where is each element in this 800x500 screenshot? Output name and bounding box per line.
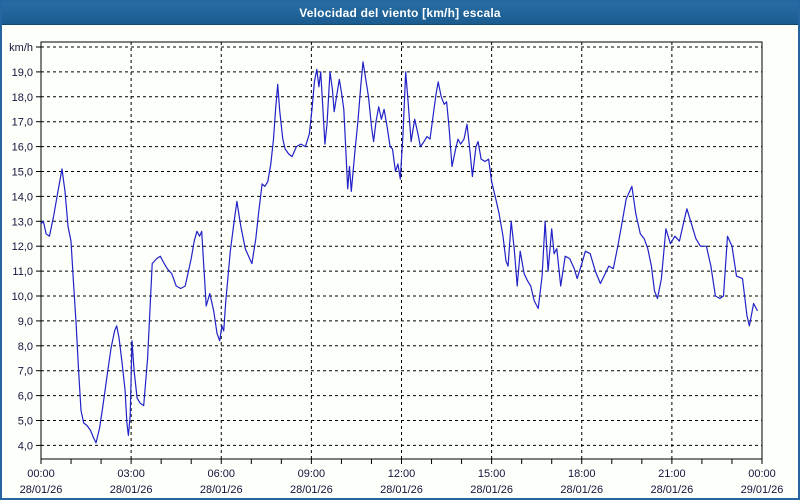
y-tick-label: 19,0 <box>12 67 33 79</box>
y-tick-label: 16,0 <box>12 142 33 154</box>
x-tick-time: 18:00 <box>568 468 596 480</box>
x-tick-time: 06:00 <box>207 468 235 480</box>
x-tick-date: 29/01/26 <box>741 484 784 496</box>
x-tick-time: 09:00 <box>298 468 326 480</box>
x-tick-date: 28/01/26 <box>560 484 603 496</box>
y-axis-labels: km/h 19,0 18,0 17,0 16,0 15,0 14,0 13,0 12,0 11,0… <box>9 42 33 452</box>
y-tick-label: 17,0 <box>12 117 33 129</box>
y-tick-label: 18,0 <box>12 92 33 104</box>
wind-speed-chart: km/h 19,0 18,0 17,0 16,0 15,0 14,0 13,0 12,0 11,0… <box>9 41 784 496</box>
y-tick-label: 8,0 <box>18 341 33 353</box>
x-tick-time: 03:00 <box>117 468 145 480</box>
x-tick-time: 12:00 <box>388 468 416 480</box>
x-axis-labels: 00:00 28/01/26 03:00 28/01/26 06:00 28/01/26 0… <box>20 468 784 496</box>
x-tick-date: 28/01/26 <box>650 484 693 496</box>
x-tick-date: 28/01/26 <box>290 484 333 496</box>
x-tick-date: 28/01/26 <box>20 484 63 496</box>
x-tick-date: 28/01/26 <box>110 484 153 496</box>
y-tick-label: 15,0 <box>12 167 33 179</box>
y-tick-label: 12,0 <box>12 241 33 253</box>
x-tick-date: 28/01/26 <box>380 484 423 496</box>
x-tick-date: 28/01/26 <box>470 484 513 496</box>
x-tick-time: 00:00 <box>27 468 55 480</box>
window-title: Velocidad del viento [km/h] escala <box>299 6 501 20</box>
y-tick-label: 13,0 <box>12 216 33 228</box>
y-tick-label: 4,0 <box>18 440 33 452</box>
x-minor-ticks <box>40 459 763 464</box>
x-tick-time: 21:00 <box>658 468 686 480</box>
y-tick-label: 7,0 <box>18 366 33 378</box>
y-tick-label: 14,0 <box>12 191 33 203</box>
y-tick-label: km/h <box>9 42 33 54</box>
y-tick-label: 10,0 <box>12 291 33 303</box>
plot-border <box>40 41 763 460</box>
x-tick-time: 15:00 <box>478 468 506 480</box>
wind-speed-line <box>40 61 759 444</box>
y-tick-label: 11,0 <box>12 266 33 278</box>
x-gridlines <box>130 42 673 459</box>
x-tick-time: 00:00 <box>748 468 776 480</box>
window-titlebar: Velocidad del viento [km/h] escala <box>2 2 798 25</box>
x-tick-date: 28/01/26 <box>200 484 243 496</box>
y-tick-label: 6,0 <box>18 391 33 403</box>
y-tick-label: 5,0 <box>18 416 33 428</box>
y-tick-label: 9,0 <box>18 316 33 328</box>
chart-container: km/h 19,0 18,0 17,0 16,0 15,0 14,0 13,0 12,0 11,0… <box>2 24 798 498</box>
